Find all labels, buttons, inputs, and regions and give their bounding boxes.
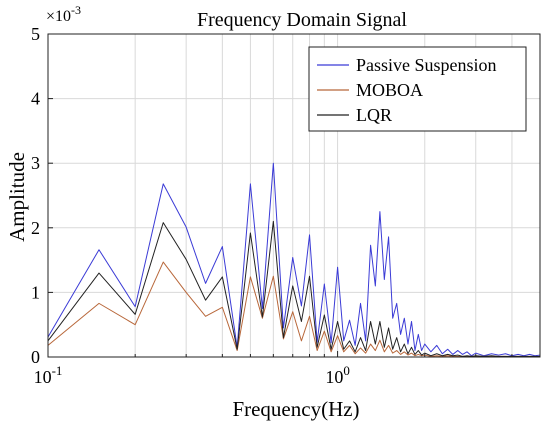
series-line-lqr <box>47 220 540 357</box>
y-axis-label: Amplitude <box>5 152 29 242</box>
legend-label: MOBOA <box>356 80 423 100</box>
y-multiplier-exponent: -3 <box>71 3 81 17</box>
grid <box>47 33 541 358</box>
x-tick-label: 10-1 <box>34 363 63 387</box>
chart-title: Frequency Domain Signal <box>197 9 407 31</box>
y-multiplier: ×10-3 <box>46 3 81 25</box>
plot-frame <box>47 33 541 358</box>
y-tick-label: 5 <box>31 24 40 44</box>
x-tick-label: 100 <box>325 363 350 387</box>
y-tick-label: 1 <box>31 282 40 302</box>
y-tick-label: 2 <box>31 218 40 238</box>
series-line-passive-suspension <box>47 162 541 357</box>
series-group <box>47 162 541 358</box>
legend: Passive Suspension MOBOA LQR <box>308 46 527 132</box>
legend-label: LQR <box>356 105 392 125</box>
x-axis-label: Frequency(Hz) <box>232 397 359 421</box>
y-tick-label: 0 <box>31 347 40 367</box>
axis-ticks: 0 1 2 3 4 5 10-1 100 <box>31 24 541 387</box>
y-tick-label: 3 <box>31 153 40 173</box>
y-tick-label: 4 <box>31 89 40 109</box>
legend-label: Passive Suspension <box>356 55 497 75</box>
legend-box <box>308 46 527 132</box>
y-multiplier-base: ×10 <box>46 8 71 25</box>
